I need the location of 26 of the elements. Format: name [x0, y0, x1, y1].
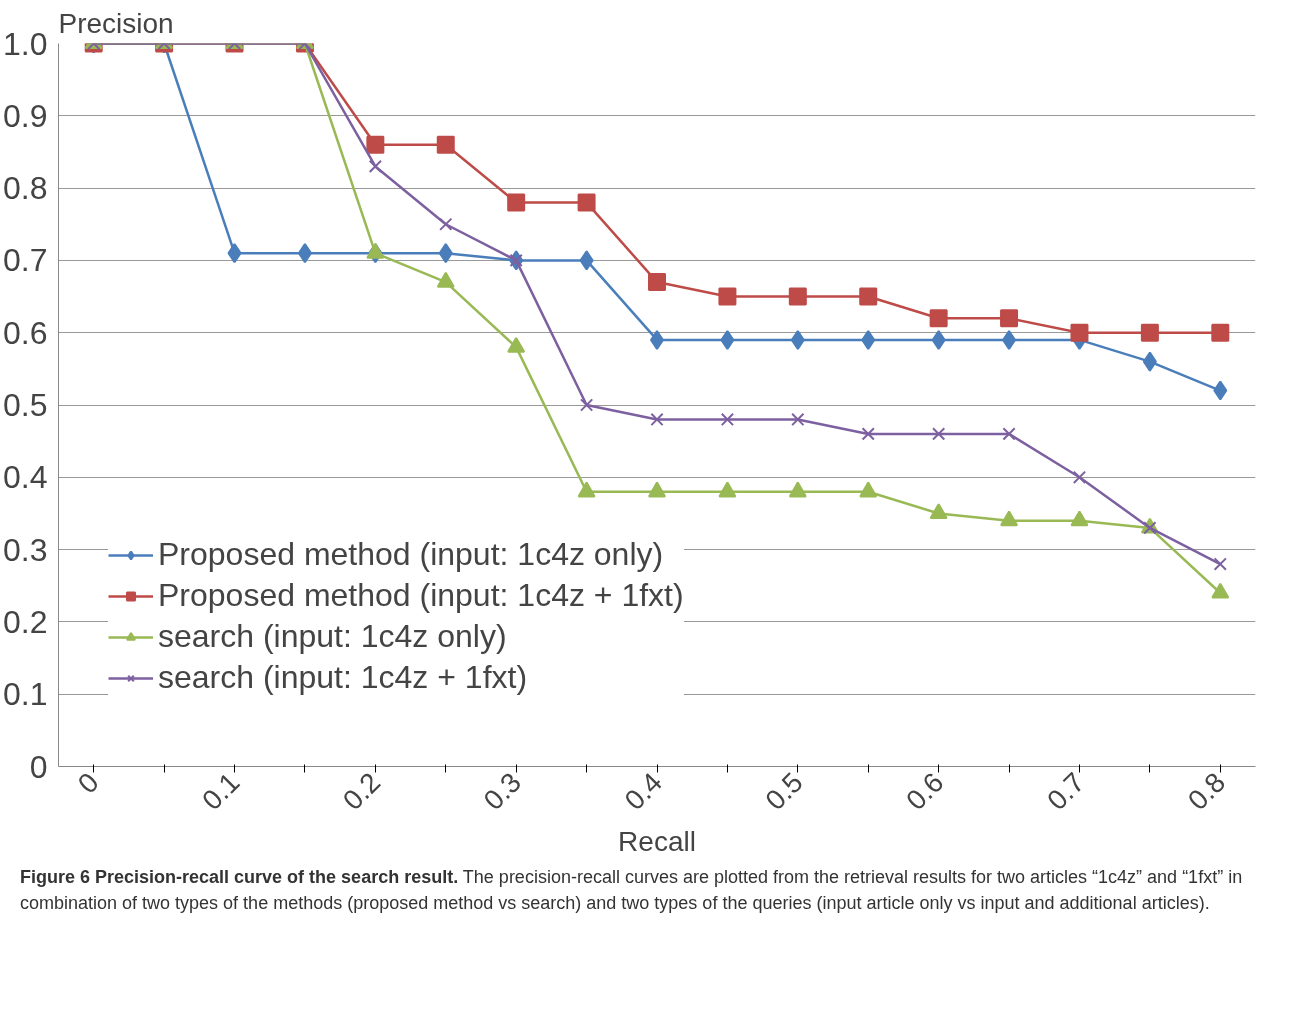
- legend-label: search (input: 1c4z only): [158, 618, 507, 655]
- x-tick-label: 0.3: [477, 766, 528, 816]
- y-tick-label: 0.5: [3, 387, 48, 423]
- y-tick-label: 0.3: [3, 531, 48, 568]
- y-tick-label: 1.0: [3, 25, 48, 62]
- x-tick-label: 0.8: [1181, 766, 1232, 816]
- x-tick-label: 0.1: [196, 766, 246, 816]
- x-tick-label: 0.2: [336, 766, 387, 816]
- y-axis-title: Precision: [58, 7, 174, 39]
- y-tick-label: 0.6: [3, 314, 48, 351]
- x-tick-label: 0: [71, 766, 105, 800]
- y-tick-label: 0.9: [3, 97, 48, 134]
- caption: Figure 6 Precision-recall curve of the search result.: [20, 867, 459, 887]
- y-tick-label: 0.7: [3, 242, 48, 279]
- x-axis-title: Recall: [618, 826, 696, 858]
- x-tick-label: 0.4: [618, 766, 668, 816]
- legend-label: search (input: 1c4z + 1fxt): [158, 659, 528, 696]
- x-tick-label: 0.5: [759, 766, 809, 816]
- y-tick-label: 0.1: [3, 676, 48, 713]
- y-tick-label: 0.2: [3, 603, 48, 640]
- x-tick-label: 0.6: [900, 766, 950, 816]
- x-tick-label: 0.7: [1040, 766, 1091, 816]
- legend-label: Proposed method (input: 1c4z only): [158, 536, 664, 573]
- y-tick-label: 0.4: [3, 459, 48, 496]
- y-tick-label: 0.8: [3, 170, 48, 207]
- legend-label: Proposed method (input: 1c4z + 1fxt): [158, 577, 684, 614]
